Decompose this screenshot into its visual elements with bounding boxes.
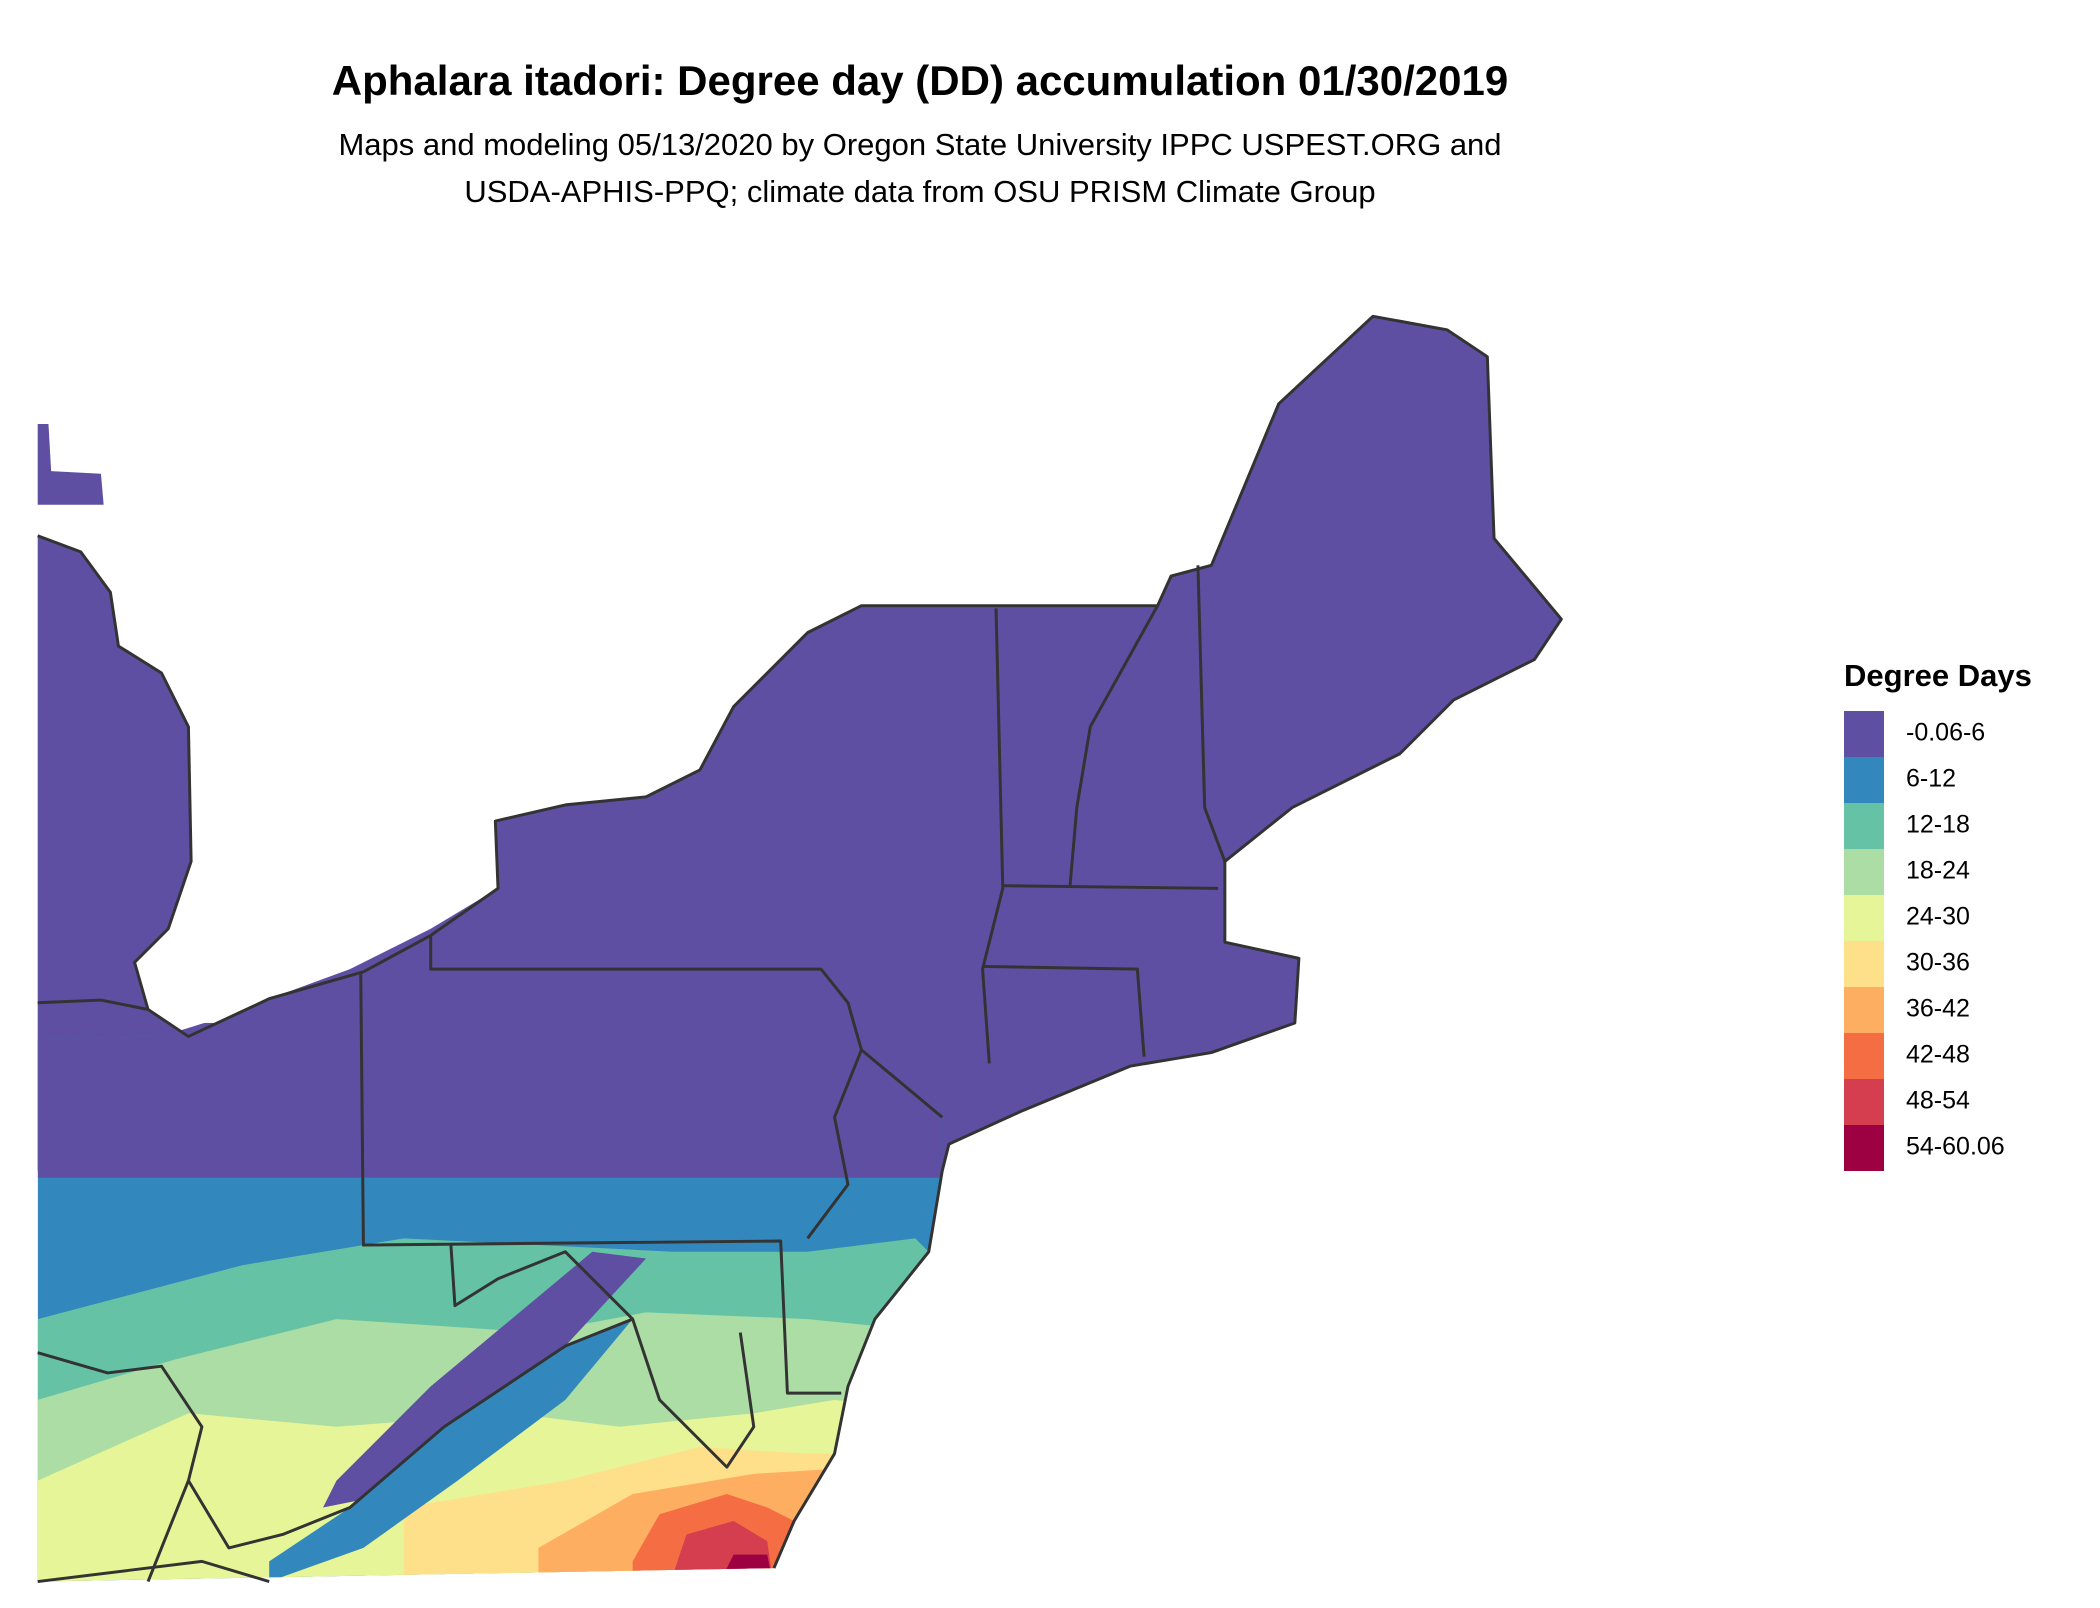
legend-label: 18-24 xyxy=(1906,857,1970,885)
subtitle: Maps and modeling 05/13/2020 by Oregon S… xyxy=(338,127,1501,162)
legend-swatch xyxy=(1844,941,1884,987)
legend-swatch xyxy=(1844,757,1884,803)
legend-swatch xyxy=(1844,987,1884,1033)
legend-label: 54-60.06 xyxy=(1906,1133,2005,1161)
legend-swatch xyxy=(1844,803,1884,849)
legend-swatch xyxy=(1844,1033,1884,1079)
region xyxy=(37,423,104,505)
legend-title: Degree Days xyxy=(1844,658,2032,693)
legend-swatch xyxy=(1844,895,1884,941)
subtitle: USDA-APHIS-PPQ; climate data from OSU PR… xyxy=(464,174,1375,209)
map xyxy=(37,314,1563,1584)
title: Aphalara itadori: Degree day (DD) accumu… xyxy=(332,57,1508,104)
region xyxy=(37,316,1562,1172)
legend: -0.06-6 6-12 12-18 18-24 24-30 30-36 36-42 42-4… xyxy=(1844,711,2005,1171)
legend-swatch xyxy=(1844,1125,1884,1171)
legend-swatch xyxy=(1844,1079,1884,1125)
legend-label: 24-30 xyxy=(1906,903,1970,931)
legend-label: 12-18 xyxy=(1906,811,1970,839)
state-borders xyxy=(37,314,1563,1584)
legend-swatch xyxy=(1844,711,1884,757)
legend-label: 36-42 xyxy=(1906,995,1970,1023)
legend-label: 48-54 xyxy=(1906,1087,1970,1115)
legend-label: 42-48 xyxy=(1906,1041,1970,1069)
legend-label: 30-36 xyxy=(1906,949,1970,977)
legend-swatch xyxy=(1844,849,1884,895)
legend-label: -0.06-6 xyxy=(1906,719,1985,747)
legend-label: 6-12 xyxy=(1906,765,1956,793)
